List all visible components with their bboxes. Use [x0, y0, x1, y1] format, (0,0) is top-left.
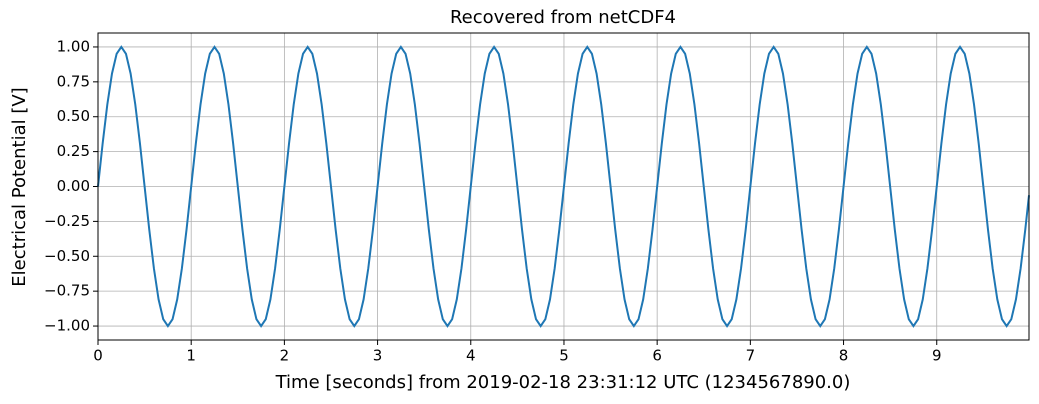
x-tick-label: 1: [186, 347, 196, 365]
y-tick-label: −0.50: [44, 247, 90, 265]
x-tick-label: 6: [652, 347, 662, 365]
y-tick-label: 0.50: [57, 107, 90, 125]
y-tick-label: −1.00: [44, 317, 90, 335]
plot-frame: [97, 32, 1030, 341]
y-tick-label: 0.75: [57, 72, 90, 90]
y-tick-label: −0.75: [44, 282, 90, 300]
line: [97, 45, 1030, 328]
x-tick-label: 9: [932, 347, 942, 365]
x-tick-label: 8: [839, 347, 849, 365]
x-tick-label: 4: [466, 347, 476, 365]
x-tick-label: 5: [559, 347, 569, 365]
y-tick-label: 1.00: [57, 37, 90, 55]
chart-title: Recovered from netCDF4: [450, 7, 676, 28]
x-tick-label: 3: [373, 347, 383, 365]
x-tick-label: 7: [746, 347, 756, 365]
y-tick-label: −0.25: [44, 212, 90, 230]
x-tick-label: 0: [93, 347, 103, 365]
x-axis-label: Time [seconds] from 2019-02-18 23:31:12 …: [275, 372, 851, 393]
y-axis-label: Electrical Potential [V]: [9, 87, 30, 286]
x-tick-label: 2: [280, 347, 290, 365]
y-tick-label: 0.25: [57, 142, 90, 160]
y-tick-label: 0.00: [57, 177, 90, 195]
